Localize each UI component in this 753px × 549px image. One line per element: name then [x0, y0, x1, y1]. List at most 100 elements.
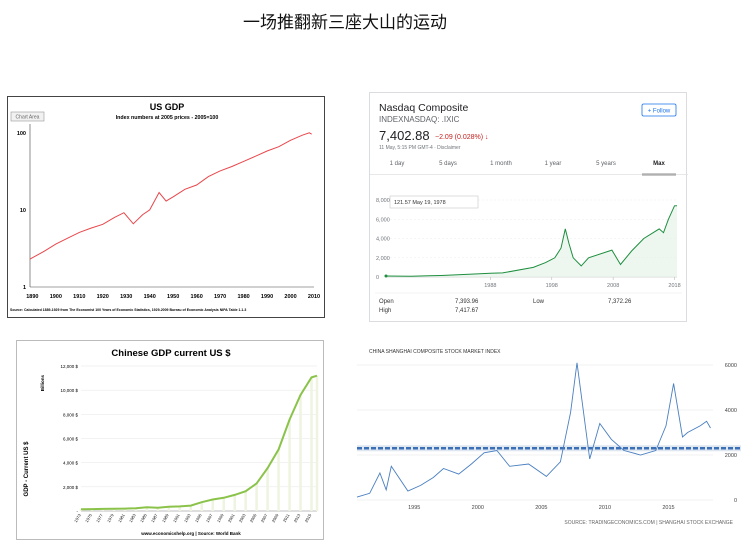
china-gdp-chart: Chinese GDP current US $ GDP - Current U…: [24, 348, 319, 536]
china-gdp-ylabel: GDP - Current US $: [24, 441, 30, 497]
china-x-tick: 2011: [282, 512, 291, 523]
shanghai-title: CHINA SHANGHAI COMPOSITE STOCK MARKET IN…: [369, 349, 501, 355]
tab-max[interactable]: Max: [653, 161, 665, 167]
follow-button[interactable]: [641, 103, 677, 117]
nasdaq-y-tick: 0: [376, 275, 379, 281]
open-value: 7,393.96: [455, 299, 479, 305]
nasdaq-start-point: [384, 274, 388, 278]
china-x-tick: 1995: [194, 512, 203, 523]
us-gdp-x-tick: 1980: [237, 294, 249, 300]
nasdaq-widget: Nasdaq Composite INDEXNASDAQ: .IXIC + Fo…: [370, 102, 688, 314]
us-gdp-source: Source: Calculated 1889-1929 from The Ec…: [10, 308, 246, 312]
us-gdp-x-tick: 1960: [191, 294, 203, 300]
us-gdp-x-tick: 1900: [50, 294, 62, 300]
us-gdp-line: [29, 132, 312, 260]
nasdaq-x-tick: 1998: [546, 283, 558, 289]
china-x-tick: 1983: [128, 512, 137, 523]
us-gdp-x-tick: 1950: [167, 294, 179, 300]
us-gdp-x-tick: 1910: [73, 294, 85, 300]
nasdaq-line: [385, 205, 678, 277]
china-x-tick: 1993: [183, 512, 192, 523]
shanghai-x-tick: 2015: [662, 505, 674, 511]
china-x-tick: 2003: [238, 512, 247, 523]
china-y-tick: 8,000 $: [63, 412, 79, 417]
nasdaq-y-tick: 4,000: [376, 237, 390, 243]
china-y-tick: 6,000 $: [63, 437, 79, 442]
china-x-tick: 2007: [260, 512, 269, 523]
nasdaq-title: Nasdaq Composite: [379, 102, 468, 114]
china-x-tick: 1979: [106, 512, 115, 523]
shanghai-x-tick: 1995: [408, 505, 420, 511]
china-x-tick: 1999: [216, 512, 225, 523]
us-gdp-chart: Chart Area US GDP Index numbers at 2005 …: [10, 102, 320, 312]
nasdaq-tooltip-text: 121.57 May 19, 1978: [394, 200, 446, 206]
china-x-tick: 1977: [95, 512, 104, 523]
us-gdp-x-tick: 2000: [284, 294, 296, 300]
china-x-tick: 1989: [161, 512, 170, 523]
low-label: Low: [533, 299, 545, 305]
china-x-tick: 1981: [117, 512, 126, 523]
nasdaq-timestamp: 11 May, 5:15 PM GMT-4 · Disclaimer: [379, 145, 461, 151]
shanghai-y-tick: 4000: [725, 408, 737, 414]
us-gdp-x-tick: 1920: [97, 294, 109, 300]
chart-area-button-label: Chart Area: [16, 115, 40, 121]
shanghai-panel: CHINA SHANGHAI COMPOSITE STOCK MARKET IN…: [355, 343, 745, 531]
china-y-tick: 10,000 $: [60, 388, 78, 393]
us-gdp-title: US GDP: [150, 102, 185, 112]
china-gdp-line: [80, 374, 318, 511]
tab-5-days[interactable]: 5 days: [439, 161, 457, 167]
nasdaq-x-tick: 1988: [484, 283, 496, 289]
china-x-tick: 2001: [227, 512, 236, 523]
chart-area-button[interactable]: [10, 111, 45, 122]
us-gdp-y-tick: 100: [17, 131, 26, 137]
nasdaq-y-tick: 6,000: [376, 217, 390, 223]
china-gdp-source: www.economicshelp.org | Source: World Ba…: [140, 531, 241, 536]
tab-1-month[interactable]: 1 month: [490, 161, 512, 167]
china-y-tick: -: [77, 509, 79, 514]
us-gdp-x-tick: 1890: [26, 294, 38, 300]
tab-1-year[interactable]: 1 year: [545, 161, 562, 167]
shanghai-y-tick: 6000: [725, 363, 737, 369]
nasdaq-panel: Nasdaq Composite INDEXNASDAQ: .IXIC + Fo…: [369, 92, 688, 322]
us-gdp-x-tick: 1930: [120, 294, 132, 300]
tab-5-years[interactable]: 5 years: [596, 161, 616, 167]
shanghai-y-tick: 2000: [725, 453, 737, 459]
slide-title: 一场推翻新三座大山的运动: [243, 13, 447, 33]
china-x-tick: 2013: [293, 512, 302, 523]
china-y-tick: 4,000 $: [63, 461, 79, 466]
china-x-tick: 1991: [172, 512, 181, 523]
nasdaq-x-tick: 2008: [607, 283, 619, 289]
shanghai-x-tick: 2005: [535, 505, 547, 511]
us-gdp-x-tick: 1940: [144, 294, 156, 300]
nasdaq-price: 7,402.88: [379, 128, 430, 143]
us-gdp-panel: Chart Area US GDP Index numbers at 2005 …: [7, 96, 325, 318]
nasdaq-change: −2.09 (0.028%) ↓: [435, 134, 489, 141]
shanghai-chart: CHINA SHANGHAI COMPOSITE STOCK MARKET IN…: [356, 349, 741, 526]
china-x-tick: 1975: [84, 512, 93, 523]
shanghai-y-tick: 0: [734, 498, 737, 504]
china-x-tick: 1973: [73, 512, 82, 523]
us-gdp-x-tick: 1990: [261, 294, 273, 300]
high-label: High: [379, 308, 391, 314]
us-gdp-x-tick: 1970: [214, 294, 226, 300]
shanghai-line: [356, 362, 711, 498]
china-x-tick: 2005: [249, 512, 258, 523]
nasdaq-ticker: INDEXNASDAQ: .IXIC: [379, 115, 460, 124]
open-label: Open: [379, 299, 394, 305]
us-gdp-y-tick: 10: [20, 208, 26, 214]
nasdaq-tooltip: [389, 195, 479, 209]
china-x-tick: 1997: [205, 512, 214, 523]
shanghai-x-tick: 2010: [599, 505, 611, 511]
high-value: 7,417.67: [455, 308, 479, 314]
china-gdp-title: Chinese GDP current US $: [111, 348, 231, 359]
us-gdp-subtitle: Index numbers at 2005 prices - 2005=100: [116, 115, 219, 121]
china-y-tick: 12,000 $: [60, 364, 78, 369]
tab-1-day[interactable]: 1 day: [390, 161, 405, 167]
china-gdp-unit: Billions: [40, 375, 45, 392]
low-value: 7,372.26: [608, 299, 632, 305]
china-x-tick: 1985: [139, 512, 148, 523]
nasdaq-y-tick: 2,000: [376, 256, 390, 262]
nasdaq-x-tick: 2018: [668, 283, 680, 289]
china-x-tick: 2009: [271, 512, 280, 523]
china-x-tick: 1987: [150, 512, 159, 523]
